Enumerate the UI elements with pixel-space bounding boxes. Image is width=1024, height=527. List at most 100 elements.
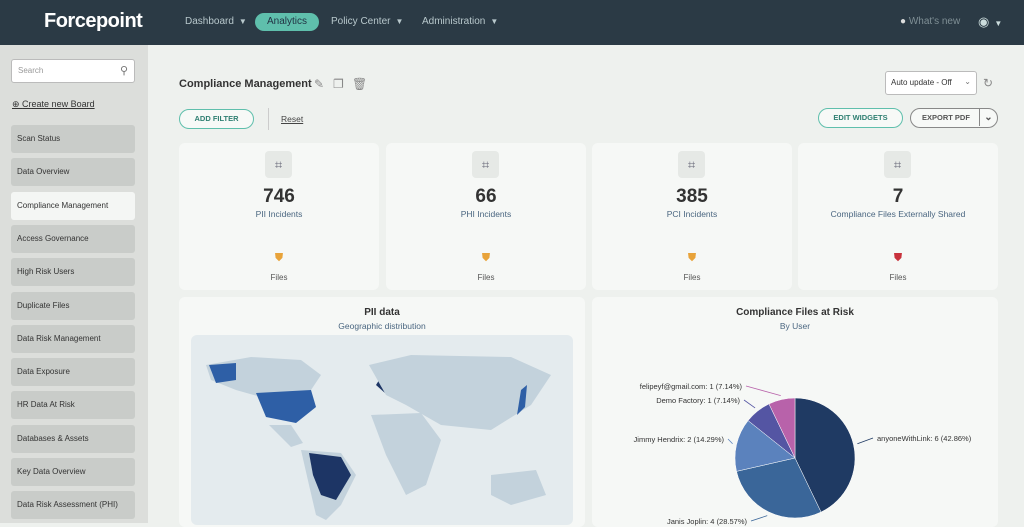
sidebar-item[interactable]: Key Data Overview [11,458,135,486]
pie-slice[interactable] [736,457,822,519]
sidebar-item[interactable]: Access Governance [11,224,135,253]
create-board-link[interactable]: ⊕ Create new Board [12,99,95,109]
add-filter-button[interactable]: ADD FILTER [179,109,254,129]
create-board-label: Create new Board [22,99,95,109]
pie-chart: anyoneWithLink: 6 (42.86%) Janis Joplin: … [634,382,972,526]
nav-dashboard[interactable]: Dashboard ▼ [185,13,247,31]
pie-label: anyoneWithLink: 6 (42.86%) [877,434,972,443]
caret-down-icon: ▼ [238,17,247,26]
sidebar-item[interactable]: Duplicate Files [11,291,135,320]
caret-down-icon: ▼ [994,19,1003,28]
map-africa [371,413,441,495]
map-brazil [309,453,351,500]
scan-icon: ⌗ [472,151,499,178]
chevron-down-icon[interactable]: ⌄ [979,109,997,126]
sidebar: Search ⚲ ⊕ Create new Board Scan Status Da… [0,45,148,523]
files-label: Files [683,273,701,282]
export-pdf-label: EXPORT PDF [922,113,970,122]
caret-down-icon: ▼ [490,17,499,26]
user-menu[interactable]: ◉ ▼ [978,13,1002,31]
sidebar-item[interactable]: Data Risk Management [11,324,135,353]
pie-leader-line [727,438,733,445]
widget-subtitle: Geographic distribution [338,321,426,331]
widget-title: PII data [364,307,400,318]
pie-slice[interactable] [768,397,796,459]
stat-value: 7 [892,186,904,207]
delete-icon[interactable]: 🗑 [352,77,368,91]
search-icon: ⚲ [119,65,128,77]
pie-label: Janis Joplin: 4 (28.57%) [667,517,748,526]
nav-label: Administration [422,16,486,27]
widget-title: Compliance Files at Risk [736,307,854,318]
map-eurasia [369,355,551,430]
page-title: Compliance Management [179,78,312,90]
map-alaska [209,363,236,383]
map-mexico [269,425,303,447]
pie-slice[interactable] [734,420,796,472]
stat-value: 385 [676,186,708,207]
compliance-files-widget: Compliance Files at Risk By User anyoneW… [592,297,998,527]
stat-value: 746 [263,186,295,207]
pie-leader-line [857,437,874,445]
nav-analytics[interactable]: Analytics [255,13,320,31]
nav-policy-center[interactable]: Policy Center ▼ [331,13,403,31]
auto-update-select[interactable]: Auto update - Off ⌄ [885,71,977,95]
stat-card[interactable]: ⌗ 385 PCI Incidents ⛊ Files [592,143,792,290]
top-nav: Forcepoint Dashboard ▼ Analytics Policy C… [0,0,1024,45]
stat-card[interactable]: ⌗ 746 PII Incidents ⛊ Files [179,143,379,290]
scan-icon: ⌗ [884,151,911,178]
reset-link[interactable]: Reset [281,114,304,124]
files-label: Files [889,273,907,282]
map-usa [256,390,316,423]
shield-icon: ⛊ [687,252,697,264]
pie-leader-line [743,399,756,409]
divider [268,108,269,130]
auto-update-value: Auto update - Off [891,78,952,87]
user-icon: ◉ [978,14,990,29]
pie-leader-line [745,385,781,396]
pie-leader-line [750,515,768,522]
pie-label: Demo Factory: 1 (7.14%) [656,396,740,405]
sidebar-item[interactable]: Databases & Assets [11,424,135,453]
pie-label: Jimmy Hendrix: 2 (14.29%) [634,435,725,444]
scan-icon: ⌗ [265,151,292,178]
sidebar-item[interactable]: Data Exposure [11,358,135,387]
sidebar-item[interactable]: HR Data At Risk [11,391,135,420]
nav-label: Analytics [267,16,308,27]
nav-label: Dashboard [185,16,234,27]
stat-label: PII Incidents [255,209,303,219]
whats-new-label: What's new [908,16,961,27]
shield-icon: ⛊ [274,252,284,264]
sidebar-item[interactable]: Scan Status [11,125,135,153]
search-input[interactable]: Search ⚲ [11,59,135,83]
pie-label: felipeyf@gmail.com: 1 (7.14%) [640,382,743,391]
sidebar-item[interactable]: Data Risk Assessment (PHI) [11,491,135,520]
stat-label: PCI Incidents [666,209,718,219]
refresh-icon[interactable]: ↻ [983,76,994,90]
map-australia [491,470,546,505]
nav-label: Policy Center [331,16,391,27]
nav-administration[interactable]: Administration ▼ [422,13,498,31]
sidebar-item[interactable]: Data Overview [11,158,135,187]
sidebar-item[interactable]: Compliance Management [11,191,135,220]
edit-widgets-button[interactable]: EDIT WIDGETS [818,108,903,128]
export-pdf-button[interactable]: EXPORT PDF ⌄ [910,108,998,128]
search-placeholder: Search [18,66,44,75]
stat-card[interactable]: ⌗ 7 Compliance Files Externally Shared ⛊ Fil… [798,143,998,290]
shield-icon: ⛊ [893,252,903,264]
pie-slice[interactable] [794,397,856,513]
stat-label: PHI Incidents [460,209,512,219]
sidebar-item[interactable]: High Risk Users [11,258,135,287]
files-label: Files [270,273,288,282]
caret-down-icon: ▼ [395,17,404,26]
copy-icon[interactable]: ❐ [333,77,344,91]
widget-subtitle: By User [779,321,811,331]
whats-new-link[interactable]: ● What's new [900,13,960,31]
stat-card[interactable]: ⌗ 66 PHI Incidents ⛊ Files [386,143,586,290]
world-map[interactable] [191,335,573,525]
chevron-down-icon: ⌄ [964,77,971,86]
dot-icon: ● [900,16,907,27]
edit-icon[interactable]: ✎ [314,77,325,91]
map-japan [517,385,527,415]
stat-value: 66 [475,186,497,207]
